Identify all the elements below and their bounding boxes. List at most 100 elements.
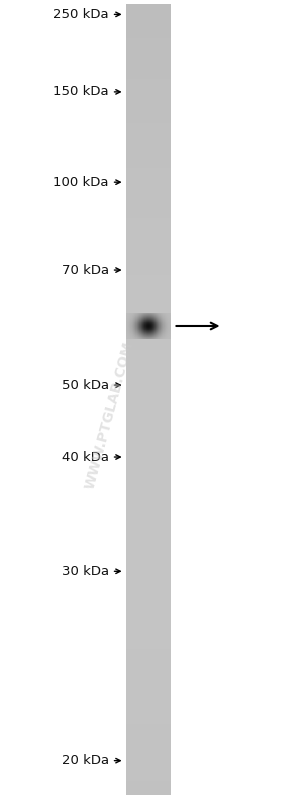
Bar bbox=[126, 439, 170, 441]
Bar bbox=[126, 526, 170, 528]
Bar bbox=[126, 200, 170, 201]
Bar bbox=[126, 546, 170, 548]
Bar bbox=[126, 582, 170, 583]
Bar bbox=[126, 320, 170, 322]
Bar bbox=[126, 721, 170, 724]
Bar bbox=[126, 16, 170, 18]
Bar bbox=[126, 706, 170, 708]
Bar bbox=[126, 212, 170, 213]
Bar bbox=[126, 326, 170, 328]
Bar bbox=[126, 30, 170, 32]
Bar bbox=[126, 216, 170, 217]
Bar bbox=[126, 161, 170, 162]
Bar bbox=[126, 645, 170, 646]
Bar bbox=[126, 390, 170, 392]
Bar bbox=[126, 491, 170, 492]
Bar bbox=[126, 6, 170, 8]
Bar bbox=[126, 225, 170, 228]
Bar bbox=[126, 413, 170, 415]
Bar bbox=[126, 678, 170, 680]
Bar bbox=[126, 269, 170, 271]
Bar bbox=[126, 595, 170, 597]
Bar bbox=[126, 332, 170, 334]
Bar bbox=[126, 121, 170, 122]
Bar bbox=[126, 495, 170, 496]
Bar bbox=[126, 724, 170, 725]
Bar bbox=[126, 271, 170, 273]
Bar bbox=[126, 662, 170, 665]
Bar bbox=[126, 435, 170, 437]
Bar bbox=[126, 661, 170, 662]
Bar bbox=[126, 166, 170, 168]
Bar bbox=[126, 578, 170, 579]
Bar bbox=[126, 348, 170, 350]
Bar bbox=[126, 328, 170, 330]
Bar bbox=[126, 594, 170, 595]
Bar bbox=[126, 431, 170, 433]
Bar bbox=[126, 646, 170, 649]
Bar bbox=[126, 736, 170, 737]
Bar bbox=[126, 376, 170, 378]
Bar bbox=[126, 741, 170, 744]
Bar bbox=[126, 791, 170, 793]
Bar bbox=[126, 550, 170, 552]
Bar bbox=[126, 732, 170, 733]
Bar bbox=[126, 544, 170, 546]
Bar bbox=[126, 411, 170, 413]
Bar bbox=[126, 419, 170, 421]
Bar bbox=[126, 591, 170, 594]
Bar bbox=[126, 471, 170, 473]
Bar bbox=[126, 186, 170, 188]
Bar bbox=[126, 182, 170, 184]
Bar bbox=[126, 178, 170, 180]
Bar bbox=[126, 146, 170, 149]
Bar bbox=[126, 455, 170, 457]
Bar bbox=[126, 461, 170, 463]
Bar bbox=[126, 457, 170, 459]
Bar bbox=[126, 149, 170, 150]
Bar bbox=[126, 153, 170, 154]
Bar bbox=[126, 488, 170, 491]
Bar bbox=[126, 366, 170, 368]
Bar bbox=[126, 733, 170, 736]
Bar bbox=[126, 465, 170, 467]
Bar bbox=[126, 221, 170, 224]
Bar bbox=[126, 763, 170, 765]
Bar bbox=[126, 158, 170, 161]
Bar bbox=[126, 728, 170, 729]
Bar bbox=[126, 42, 170, 43]
Bar bbox=[126, 654, 170, 657]
Bar bbox=[126, 609, 170, 611]
Bar bbox=[126, 407, 170, 409]
Bar bbox=[126, 398, 170, 400]
Bar bbox=[126, 107, 170, 109]
Bar bbox=[126, 109, 170, 111]
Bar bbox=[126, 540, 170, 542]
Bar bbox=[126, 627, 170, 629]
Bar bbox=[126, 220, 170, 221]
Bar bbox=[126, 62, 170, 63]
Bar bbox=[126, 354, 170, 356]
Bar bbox=[126, 97, 170, 99]
Bar bbox=[126, 779, 170, 781]
Bar bbox=[126, 714, 170, 716]
Text: 70 kDa: 70 kDa bbox=[62, 264, 109, 276]
Bar bbox=[126, 499, 170, 500]
Bar bbox=[126, 649, 170, 650]
Bar bbox=[126, 684, 170, 686]
Bar bbox=[126, 635, 170, 637]
Bar bbox=[126, 748, 170, 749]
Bar bbox=[126, 670, 170, 673]
Bar bbox=[126, 28, 170, 30]
Bar bbox=[126, 295, 170, 296]
Bar bbox=[126, 145, 170, 146]
Bar bbox=[126, 757, 170, 759]
Bar bbox=[126, 205, 170, 208]
Bar bbox=[126, 638, 170, 641]
Bar bbox=[126, 388, 170, 390]
Bar bbox=[126, 429, 170, 431]
Bar bbox=[126, 324, 170, 326]
Text: 150 kDa: 150 kDa bbox=[53, 85, 109, 98]
Bar bbox=[126, 201, 170, 204]
Bar bbox=[126, 265, 170, 267]
